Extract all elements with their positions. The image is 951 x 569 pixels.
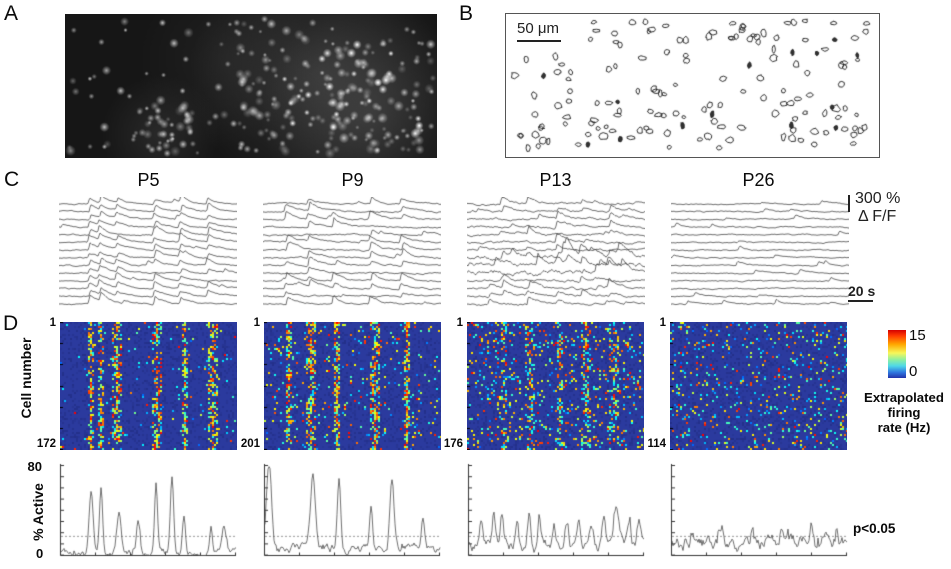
fluorescence-image [65, 14, 437, 158]
time-scale-line [848, 300, 873, 302]
pct-active-p26 [670, 462, 848, 558]
pct-axis-min: 0 [36, 546, 44, 561]
pct-active-axis-label: % Active [30, 483, 46, 541]
group-title-p13: P13 [539, 170, 572, 190]
scale-bar-label: 50 μm [517, 20, 559, 37]
raster-p5 [60, 322, 237, 450]
cell-count-p13: 176 [443, 438, 463, 450]
group-title-p5: P5 [137, 170, 160, 190]
traces-p5 [59, 197, 237, 311]
traces-p26 [671, 197, 849, 311]
raster-p9 [264, 322, 441, 450]
colorbar-caption-line1: Extrapolated [864, 390, 944, 405]
pct-active-p9 [263, 462, 441, 558]
scale-bar-line [517, 40, 561, 42]
pct-axis-max: 80 [27, 459, 42, 474]
pct-active-p13 [467, 462, 645, 558]
raster-p26 [670, 322, 847, 450]
first-cell-p9: 1 [253, 317, 260, 329]
cell-count-p26: 114 [647, 438, 666, 450]
colorbar-max: 15 [909, 327, 926, 344]
cell-count-p9: 201 [240, 438, 260, 450]
amplitude-scale-unit: Δ F/F [858, 208, 897, 225]
colorbar-caption: Extrapolated firing rate (Hz) [858, 390, 950, 435]
traces-p13 [467, 197, 645, 311]
first-cell-p13: 1 [456, 317, 463, 329]
pct-active-p5 [59, 462, 237, 558]
panel-a-label: A [4, 2, 19, 25]
cell-number-axis-label: Cell number [18, 337, 34, 419]
panel-d-label: D [3, 312, 19, 335]
panel-b-label: B [459, 2, 474, 25]
colorbar-min: 0 [909, 363, 918, 380]
cell-count-p5: 172 [36, 438, 56, 450]
significance-label: p<0.05 [853, 521, 896, 536]
first-cell-p26: 1 [659, 317, 666, 329]
group-title-p9: P9 [341, 170, 364, 190]
colorbar [888, 330, 906, 378]
group-title-p26: P26 [742, 170, 775, 190]
cell-outlines-canvas [506, 14, 877, 155]
cell-outline-map [505, 13, 880, 158]
amplitude-scale-bar [848, 195, 850, 212]
raster-p13 [467, 322, 644, 450]
panel-c-label: C [4, 168, 20, 191]
time-scale-label: 20 s [848, 283, 876, 299]
colorbar-caption-line2: firing [887, 405, 921, 420]
first-cell-p5: 1 [49, 317, 56, 329]
amplitude-scale-value: 300 % [855, 190, 901, 207]
colorbar-caption-line3: rate (Hz) [877, 420, 931, 435]
traces-p9 [263, 197, 441, 311]
